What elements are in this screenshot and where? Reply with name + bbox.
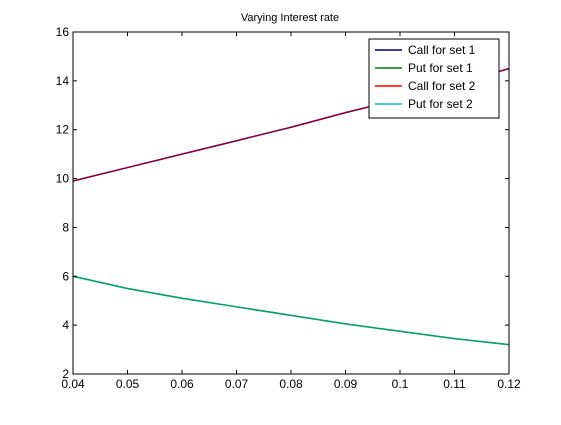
series-line-2 <box>72 275 510 346</box>
legend-box <box>368 38 500 119</box>
series-line-4 <box>72 275 510 346</box>
x-tick-label: 0.09 <box>334 377 358 391</box>
chart-title: Varying Interest rate <box>241 12 339 24</box>
legend-label-4: Put for set 2 <box>408 97 473 111</box>
y-tick-label: 2 <box>62 367 69 381</box>
x-tick-label: 0.08 <box>279 377 303 391</box>
y-tick-label: 10 <box>56 172 70 186</box>
x-tick-label: 0.12 <box>497 377 521 391</box>
legend-items: Call for set 1 Put for set 1 Call for set … <box>375 43 476 111</box>
x-tick-label: 0.11 <box>443 377 466 391</box>
x-tick-label: 0.07 <box>225 377 249 391</box>
legend-label-3: Call for set 2 <box>408 79 476 93</box>
legend: Call for set 1 Put for set 1 Call for set … <box>368 38 500 119</box>
legend-label-1: Call for set 1 <box>408 43 476 57</box>
x-tick-label: 0.06 <box>170 377 194 391</box>
legend-label-2: Put for set 1 <box>408 61 473 75</box>
y-tick-label: 4 <box>62 318 69 332</box>
x-tick-label: 0.05 <box>116 377 140 391</box>
y-tick-label: 12 <box>56 123 70 137</box>
y-tick-label: 16 <box>56 25 70 39</box>
y-tick-label: 6 <box>62 269 69 283</box>
axis-ticks: 0.04 0.05 0.06 0.07 0.08 0.09 0.1 0.11 0.12 2 4 6 8 1… <box>56 25 521 391</box>
x-tick-label: 0.04 <box>61 377 85 391</box>
x-tick-label: 0.1 <box>392 377 409 391</box>
y-tick-label: 14 <box>56 74 70 88</box>
y-tick-label: 8 <box>62 220 69 234</box>
